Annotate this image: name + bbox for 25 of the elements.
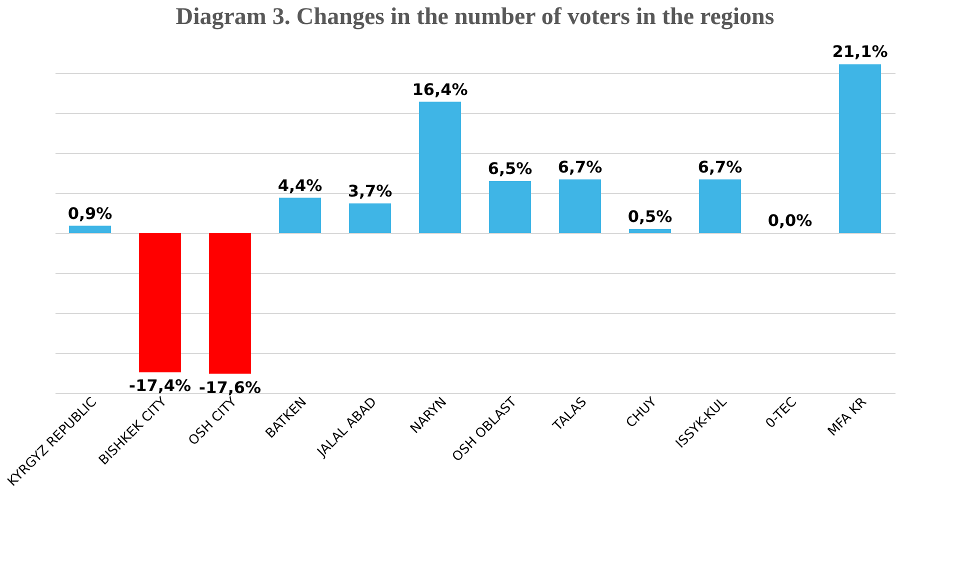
data-label: 0,9% (68, 204, 112, 223)
data-label: 4,4% (278, 176, 322, 195)
bar (489, 181, 531, 233)
data-label: 6,7% (698, 157, 742, 176)
bar (139, 233, 181, 372)
chart-title: Diagram 3. Changes in the number of voters in the regions (176, 4, 774, 30)
bar (629, 229, 671, 233)
data-label: -17,4% (128, 376, 192, 396)
data-label: 21,1% (832, 42, 888, 62)
data-label: 0,0% (768, 211, 812, 230)
data-label: 0,5% (628, 207, 672, 226)
bar (839, 64, 881, 233)
bar (559, 179, 601, 233)
bar (349, 203, 391, 233)
bar (419, 102, 461, 233)
data-label: 16,4% (412, 80, 468, 99)
data-label: -17,6% (198, 378, 262, 397)
data-label: 6,7% (558, 157, 602, 176)
x-tick-label: MFA KR (825, 394, 870, 440)
bar (699, 179, 741, 233)
bar (69, 226, 111, 233)
data-label: 3,7% (348, 181, 392, 200)
bar (279, 198, 321, 233)
data-label: 6,5% (488, 159, 532, 178)
bar (209, 233, 251, 374)
